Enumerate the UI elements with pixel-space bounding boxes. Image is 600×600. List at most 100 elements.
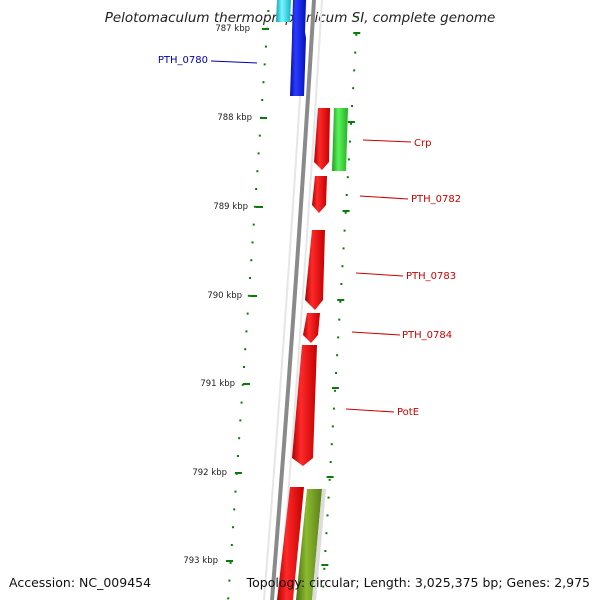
major-tick (262, 28, 269, 30)
gene-label-pote[interactable]: PotE (397, 407, 419, 418)
minor-tick (342, 247, 345, 250)
gene-label-pth-0780[interactable]: PTH_0780 (158, 55, 208, 66)
minor-tick (326, 514, 329, 517)
minor-tick (233, 508, 236, 511)
gene-feature-crp[interactable] (332, 108, 348, 171)
gene-feature-pth0784[interactable] (303, 313, 320, 343)
minor-tick (339, 300, 342, 303)
minor-tick (238, 437, 241, 440)
minor-tick (338, 318, 341, 321)
gene-feature-red-lower[interactable] (277, 487, 304, 600)
gene-feature-olive-shadow (312, 489, 326, 600)
gene-label-pth-0783[interactable]: PTH_0783 (406, 271, 456, 282)
major-tick (331, 387, 339, 389)
gene-feature-pote[interactable] (292, 345, 317, 466)
minor-tick (337, 336, 340, 339)
minor-tick (328, 478, 331, 481)
minor-tick (324, 550, 327, 552)
minor-tick (229, 561, 232, 564)
minor-tick (262, 81, 265, 84)
minor-tick (341, 265, 344, 268)
tick-label: 790 kbp (207, 291, 242, 301)
major-tick (260, 117, 267, 119)
minor-tick (257, 152, 260, 155)
minor-tick (251, 241, 254, 244)
minor-tick (351, 105, 354, 107)
gene-features (276, 0, 348, 600)
gene-label-line-pth-0782 (359, 195, 409, 200)
scale-ticks: 787 kbp 788 kbp 789 kbp 790 kbp 791 kbp 792 k… (183, 10, 361, 600)
minor-tick (352, 87, 355, 90)
gene-feature-olive[interactable] (296, 489, 322, 600)
gene-labels: PTH_0780 Crp PTH_0782 PTH_0783 PTH_0784 PotE (158, 55, 461, 418)
minor-tick (333, 389, 336, 392)
minor-tick (232, 526, 235, 529)
minor-tick (349, 122, 352, 125)
minor-tick (228, 579, 231, 582)
gene-label-line-pth-0784 (351, 331, 401, 336)
minor-tick (261, 99, 264, 101)
cyan-gene-feature[interactable] (276, 0, 291, 22)
major-tick (342, 210, 350, 212)
minor-tick (252, 223, 255, 226)
gene-label-line-crp (362, 139, 412, 143)
minor-tick (249, 277, 252, 279)
gene-feature-pth0780[interactable] (290, 0, 306, 96)
major-tick (243, 383, 250, 385)
tick-label: 793 kbp (183, 556, 218, 566)
accession-label: Accession: NC_009454 (9, 575, 152, 590)
minor-tick (234, 490, 237, 493)
genome-backbone-outer (279, 0, 323, 600)
minor-tick (329, 461, 332, 463)
minor-tick (348, 140, 351, 143)
minor-tick (327, 496, 330, 499)
tick-label: 791 kbp (200, 379, 235, 389)
gene-label-line-pote (345, 408, 395, 413)
gene-feature-pth0783[interactable] (305, 230, 325, 310)
gene-label-line-pth-0780 (210, 60, 258, 64)
minor-tick (340, 283, 343, 285)
major-tick (326, 476, 334, 478)
major-tick (226, 560, 233, 562)
minor-tick (332, 407, 335, 410)
tick-label: 792 kbp (192, 468, 227, 478)
major-tick (256, 206, 263, 208)
minor-tick (355, 33, 358, 36)
minor-tick (239, 419, 242, 422)
topology-label: Topology: circular; Length: 3,025,375 bp… (246, 575, 590, 590)
minor-tick (241, 383, 244, 386)
tick-label: 787 kbp (215, 24, 250, 34)
major-tick (321, 564, 329, 566)
minor-tick (356, 16, 359, 18)
minor-tick (347, 158, 350, 161)
minor-tick (258, 134, 261, 137)
minor-tick (343, 229, 346, 232)
minor-tick (331, 425, 334, 428)
gene-label-pth-0784[interactable]: PTH_0784 (402, 330, 452, 341)
gene-feature-red-1[interactable] (314, 108, 330, 170)
minor-tick (256, 170, 259, 173)
minor-tick (242, 366, 245, 368)
gene-label-pth-0782[interactable]: PTH_0782 (411, 194, 461, 205)
minor-tick (323, 567, 326, 570)
gene-label-crp[interactable]: Crp (414, 138, 431, 149)
minor-tick (345, 194, 348, 196)
minor-tick (230, 544, 233, 546)
major-tick (353, 32, 361, 34)
gene-feature-pth0782[interactable] (312, 176, 327, 213)
major-tick (250, 295, 257, 297)
minor-tick (344, 211, 347, 214)
minor-tick (325, 532, 328, 535)
genome-backbone (270, 0, 316, 600)
minor-tick (346, 176, 349, 179)
gene-label-line-pth-0783 (355, 272, 404, 277)
minor-tick (264, 45, 267, 48)
minor-tick (250, 259, 253, 262)
minor-tick (245, 330, 248, 333)
minor-tick (246, 312, 249, 315)
minor-tick (227, 597, 230, 600)
minor-tick (263, 63, 266, 66)
minor-tick (322, 585, 325, 588)
minor-tick (247, 294, 250, 297)
